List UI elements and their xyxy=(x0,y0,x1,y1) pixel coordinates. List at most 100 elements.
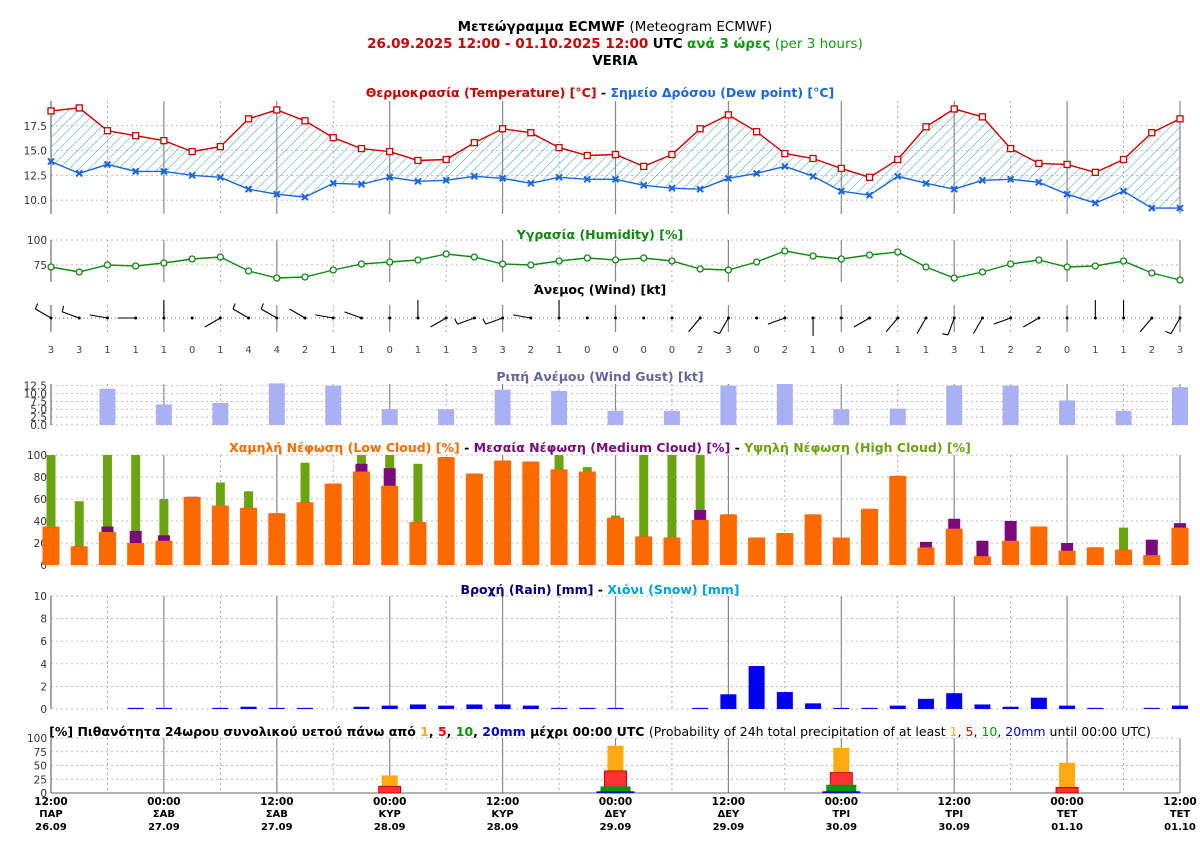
temperature-point xyxy=(583,151,591,160)
wind-barb xyxy=(344,311,362,319)
dewpoint-point xyxy=(131,167,140,176)
humidity-point xyxy=(47,263,55,271)
low-cloud-bar xyxy=(465,473,483,565)
low-cloud-bar xyxy=(1002,540,1020,565)
cloud-panel-title-part: - xyxy=(460,440,474,455)
probability-title-part: , xyxy=(958,724,966,739)
wind-speed-label: 3 xyxy=(499,345,505,356)
wind-speed-label: 3 xyxy=(76,345,82,356)
wind-barb xyxy=(916,317,927,334)
low-cloud-bar xyxy=(409,522,427,565)
probability-bar xyxy=(596,791,635,793)
low-cloud-bar xyxy=(1143,555,1161,565)
rain-bar xyxy=(1172,705,1188,709)
low-cloud-bar xyxy=(578,471,596,565)
gust-bar xyxy=(1172,387,1188,425)
low-cloud-bar xyxy=(748,537,766,565)
rain-bar xyxy=(1087,707,1104,709)
date-range: 26.09.2025 12:00 - 01.10.2025 12:00 xyxy=(367,36,648,52)
dewpoint-point xyxy=(160,167,168,176)
wind-speed-label: 3 xyxy=(1177,345,1183,356)
gust-bar xyxy=(381,409,398,425)
wind-barb-flag xyxy=(713,330,720,335)
wind-speed-label: 1 xyxy=(810,345,816,356)
gust-bar xyxy=(494,389,511,425)
dewpoint-point xyxy=(837,187,846,195)
x-tick-date: 27.09 xyxy=(148,822,180,833)
dewpoint-point xyxy=(216,173,225,182)
rain-bar xyxy=(353,706,370,709)
wind-barb-flag xyxy=(260,303,264,310)
wind-barb xyxy=(885,317,899,333)
low-cloud-bar xyxy=(1115,549,1133,565)
location-label: VERIA xyxy=(592,53,638,69)
x-tick-day: ΚΥΡ xyxy=(379,809,401,820)
cloud-tick-label: 0 xyxy=(40,560,47,572)
wind-speed-label: 1 xyxy=(1120,345,1126,356)
dewpoint-point xyxy=(781,162,789,171)
wind-speed-label: 1 xyxy=(866,345,872,356)
dewpoint-point xyxy=(1119,187,1128,195)
gust-bar xyxy=(776,384,793,425)
low-cloud-bar xyxy=(70,546,88,565)
wind-speed-label: 0 xyxy=(189,345,195,356)
rain-bar xyxy=(522,705,539,709)
dewpoint-point xyxy=(668,184,676,192)
dewpoint-point xyxy=(1006,175,1015,184)
x-tick-time: 12:00 xyxy=(34,796,67,808)
wind-barb xyxy=(718,317,729,334)
x-tick-day: ΣΑΒ xyxy=(153,809,175,820)
wind-speed-label: 2 xyxy=(302,345,308,356)
gust-tick-label: 7.5 xyxy=(30,396,47,408)
high-cloud-bar xyxy=(639,455,649,565)
wind-speed-label: 2 xyxy=(1036,345,1042,356)
humidity-point xyxy=(696,265,704,273)
wind-barb-flag xyxy=(482,318,487,325)
temperature-tick-label: 12.5 xyxy=(24,170,47,182)
rain-bar xyxy=(212,707,229,709)
temperature-point xyxy=(809,154,817,163)
humidity-point xyxy=(357,260,366,268)
probability-title-part: , xyxy=(429,724,438,739)
rain-bar xyxy=(381,705,398,709)
temperature-point xyxy=(611,150,620,159)
low-cloud-bar xyxy=(691,519,709,565)
temperature-point xyxy=(160,136,168,145)
probability-title-part: until 00:00 UTC) xyxy=(1046,724,1151,739)
gust-bar xyxy=(268,383,285,425)
wind-speed-label: 3 xyxy=(725,345,731,356)
wind-speed-label: 0 xyxy=(753,345,759,356)
low-cloud-bar xyxy=(917,547,935,565)
humidity-point xyxy=(978,268,987,276)
wind-station-dot xyxy=(614,316,617,320)
low-cloud-bar xyxy=(635,536,653,565)
rain-tick-label: 2 xyxy=(40,681,47,693)
low-cloud-bar xyxy=(607,517,624,565)
dewpoint-point xyxy=(611,175,620,184)
rain-bar xyxy=(748,666,765,709)
rain-bar xyxy=(974,704,991,709)
dewpoint-point xyxy=(498,174,507,183)
humidity-point xyxy=(894,248,902,256)
wind-speed-label: 2 xyxy=(528,345,534,356)
rain-panel-title-part: Βροχή (Rain) [mm] xyxy=(461,582,594,597)
wind-barb-flag xyxy=(61,305,65,312)
wind-barb xyxy=(260,308,278,319)
x-tick-date: 27.09 xyxy=(261,822,293,833)
temperature-tick-label: 17.5 xyxy=(24,121,47,133)
gust-bar xyxy=(99,388,116,425)
humidity-point xyxy=(1063,263,1071,271)
dewpoint-point xyxy=(865,191,874,199)
wind-speed-label: 1 xyxy=(104,345,110,356)
wind-barb-flag xyxy=(942,333,949,336)
gust-tick-label: 5.0 xyxy=(30,404,47,416)
probability-title-part: 5 xyxy=(438,724,447,739)
wind-speed-label: 2 xyxy=(1007,345,1013,356)
temperature-point xyxy=(386,147,394,156)
x-tick-date: 28.09 xyxy=(487,822,519,833)
rain-bar xyxy=(268,707,285,709)
gust-panel-title-part: Ριπή Ανέμου (Wind Gust) [kt] xyxy=(496,369,703,384)
gust-bar xyxy=(720,385,737,425)
humidity-panel-title-part: Υγρασία (Humidity) [%] xyxy=(516,227,683,242)
wind-speed-label: 0 xyxy=(641,345,647,356)
